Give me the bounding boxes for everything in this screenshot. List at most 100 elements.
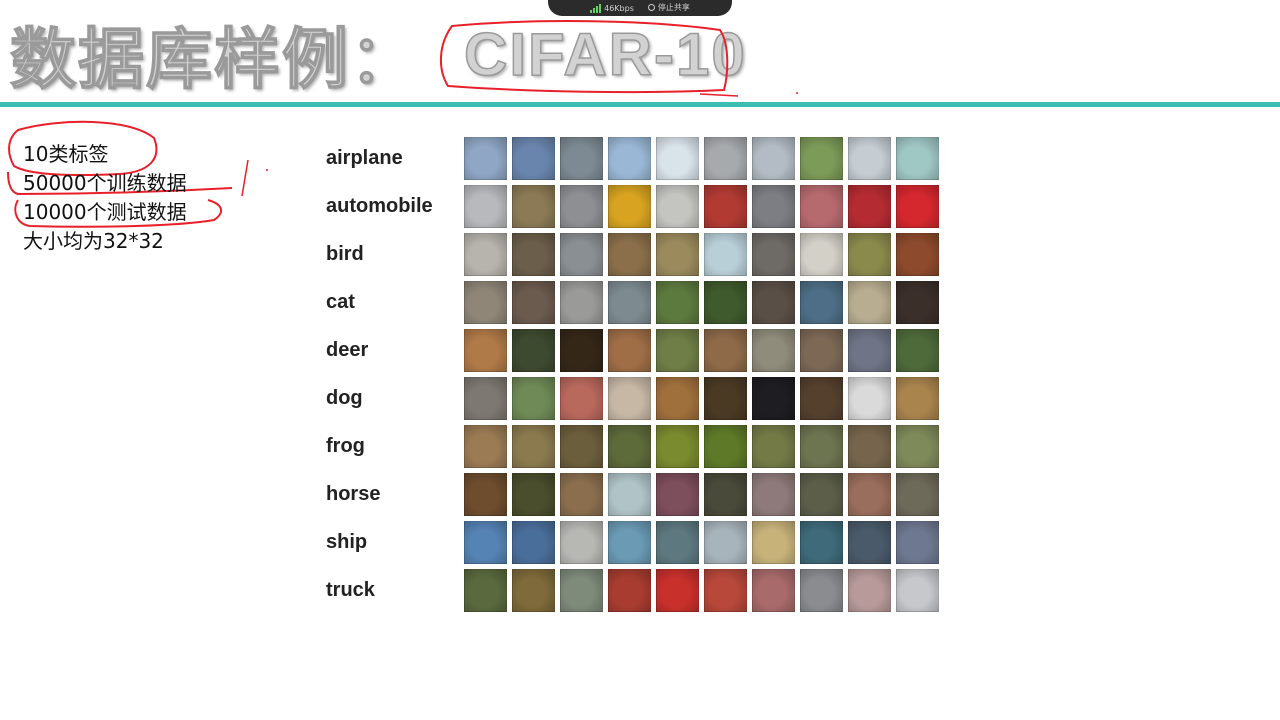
sample-image — [512, 232, 555, 276]
sample-image — [848, 376, 891, 420]
sample-image — [464, 328, 507, 372]
sample-thumbnails — [464, 568, 939, 612]
sample-image — [704, 520, 747, 564]
sample-image — [704, 136, 747, 180]
sample-thumbnails — [464, 184, 939, 228]
sample-image — [752, 376, 795, 420]
sample-image — [752, 424, 795, 468]
sample-image — [848, 520, 891, 564]
sample-image — [608, 184, 651, 228]
sample-image — [608, 328, 651, 372]
class-row-deer: deer — [326, 326, 939, 374]
sample-image — [704, 328, 747, 372]
signal-icon — [590, 4, 602, 13]
sample-thumbnails — [464, 520, 939, 564]
sample-image — [848, 424, 891, 468]
sample-image — [464, 520, 507, 564]
sample-image — [752, 568, 795, 612]
sample-image — [752, 520, 795, 564]
sample-image — [896, 328, 939, 372]
sample-image — [560, 520, 603, 564]
sample-image — [656, 232, 699, 276]
sample-image — [752, 232, 795, 276]
sample-image — [896, 472, 939, 516]
title-main: 数据库样例： — [9, 20, 418, 99]
sample-image — [608, 376, 651, 420]
sample-image — [608, 472, 651, 516]
sample-image — [656, 520, 699, 564]
sample-image — [800, 472, 843, 516]
sample-image — [656, 328, 699, 372]
sample-image — [752, 328, 795, 372]
sample-image — [704, 376, 747, 420]
sample-image — [752, 136, 795, 180]
sample-image — [656, 376, 699, 420]
sample-image — [800, 568, 843, 612]
sample-image — [800, 280, 843, 324]
sample-image — [896, 376, 939, 420]
sample-image — [896, 184, 939, 228]
fact-size: 大小均为32*32 — [23, 229, 164, 253]
class-label: horse — [326, 482, 381, 505]
sample-image — [848, 568, 891, 612]
sample-thumbnails — [464, 232, 939, 276]
sample-image — [608, 424, 651, 468]
sample-image — [608, 520, 651, 564]
sample-image — [704, 472, 747, 516]
sample-image — [656, 568, 699, 612]
sample-image — [560, 376, 603, 420]
sample-image — [704, 232, 747, 276]
sample-thumbnails — [464, 424, 939, 468]
sample-image — [464, 184, 507, 228]
sample-image — [656, 136, 699, 180]
class-label: cat — [326, 290, 355, 313]
sample-image — [704, 184, 747, 228]
sample-image — [896, 568, 939, 612]
sample-thumbnails — [464, 328, 939, 372]
sample-thumbnails — [464, 472, 939, 516]
sample-image — [464, 424, 507, 468]
title-dataset: CIFAR-10 — [463, 20, 747, 89]
fact-classes: 10类标签 — [23, 142, 109, 166]
sample-image — [512, 520, 555, 564]
sample-image — [464, 472, 507, 516]
sample-image — [752, 184, 795, 228]
class-label: truck — [326, 578, 375, 601]
sample-image — [656, 280, 699, 324]
sample-image — [800, 424, 843, 468]
sample-image — [560, 424, 603, 468]
sample-image — [608, 136, 651, 180]
sample-image — [464, 136, 507, 180]
sample-image — [512, 568, 555, 612]
screen-share-bar: 46Kbps 停止共享 — [548, 0, 732, 16]
sample-thumbnails — [464, 376, 939, 420]
sample-image — [560, 280, 603, 324]
sample-image — [560, 568, 603, 612]
title-divider — [0, 102, 1280, 107]
class-label: deer — [326, 338, 369, 361]
sample-image — [608, 232, 651, 276]
network-speed: 46Kbps — [604, 4, 634, 13]
sample-image — [800, 184, 843, 228]
slide-title: 数据库样例： CIFAR-10 — [9, 6, 747, 102]
sample-image — [896, 232, 939, 276]
class-row-bird: bird — [326, 230, 939, 278]
class-sample-grid: airplane automobile bird cat deer dog frog hors… — [326, 134, 939, 614]
class-row-cat: cat — [326, 278, 939, 326]
class-row-ship: ship — [326, 518, 939, 566]
sample-image — [848, 472, 891, 516]
sample-image — [752, 472, 795, 516]
sample-image — [512, 376, 555, 420]
sample-image — [896, 424, 939, 468]
class-label: automobile — [326, 194, 433, 217]
sample-image — [464, 232, 507, 276]
sample-image — [704, 280, 747, 324]
sample-image — [560, 136, 603, 180]
sample-image — [464, 568, 507, 612]
sample-thumbnails — [464, 280, 939, 324]
sample-image — [800, 520, 843, 564]
class-row-horse: horse — [326, 470, 939, 518]
sample-image — [512, 184, 555, 228]
stop-share-button[interactable]: 停止共享 — [647, 2, 690, 13]
sample-image — [512, 472, 555, 516]
